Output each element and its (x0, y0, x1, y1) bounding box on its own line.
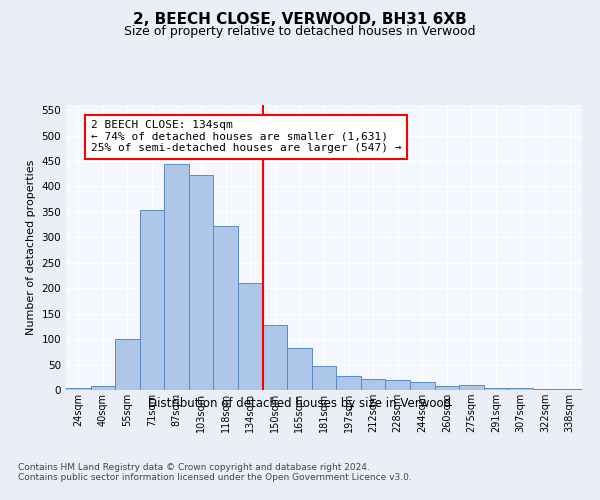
Bar (66, 388, 91, 390)
Bar (459, 385, 484, 390)
Bar (287, 348, 312, 390)
Bar (361, 379, 385, 390)
Bar (140, 210, 164, 390)
Bar (385, 380, 410, 390)
Bar (115, 339, 140, 390)
Bar (214, 226, 238, 390)
Bar (164, 164, 189, 390)
Text: Contains HM Land Registry data © Crown copyright and database right 2024.
Contai: Contains HM Land Registry data © Crown c… (18, 462, 412, 482)
Bar (263, 326, 287, 390)
Bar (312, 366, 336, 390)
Bar (189, 175, 214, 390)
Bar (533, 389, 557, 390)
Y-axis label: Number of detached properties: Number of detached properties (26, 160, 36, 335)
Bar (508, 388, 533, 390)
Bar (434, 386, 459, 390)
Text: Distribution of detached houses by size in Verwood: Distribution of detached houses by size … (148, 398, 452, 410)
Bar (238, 283, 263, 390)
Text: 2, BEECH CLOSE, VERWOOD, BH31 6XB: 2, BEECH CLOSE, VERWOOD, BH31 6XB (133, 12, 467, 28)
Bar (91, 386, 115, 390)
Text: 2 BEECH CLOSE: 134sqm
← 74% of detached houses are smaller (1,631)
25% of semi-d: 2 BEECH CLOSE: 134sqm ← 74% of detached … (91, 120, 401, 154)
Bar (410, 382, 434, 390)
Bar (484, 388, 508, 390)
Bar (336, 376, 361, 390)
Text: Size of property relative to detached houses in Verwood: Size of property relative to detached ho… (124, 25, 476, 38)
